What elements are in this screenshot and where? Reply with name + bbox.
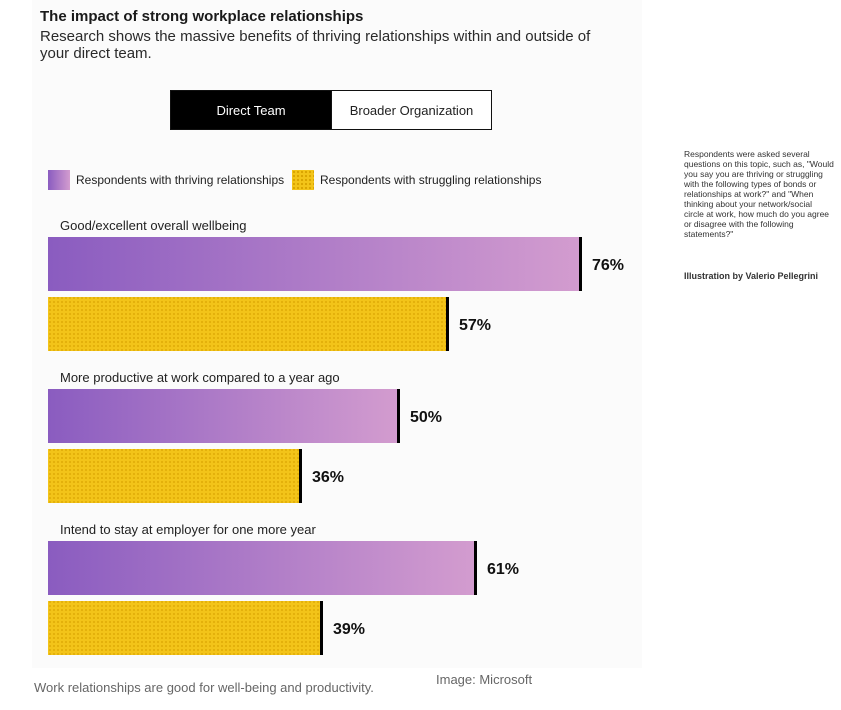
chart-title: The impact of strong workplace relations… bbox=[40, 8, 364, 25]
data-label: 36% bbox=[312, 469, 344, 486]
bar-struggling bbox=[48, 601, 321, 655]
bar-end-marker bbox=[474, 541, 477, 595]
image-caption: Work relationships are good for well-bei… bbox=[34, 680, 374, 695]
bar-end-marker bbox=[320, 601, 323, 655]
data-label: 61% bbox=[487, 561, 519, 578]
data-label: 57% bbox=[459, 317, 491, 334]
bar-struggling bbox=[48, 449, 300, 503]
legend-swatch-thriving bbox=[48, 170, 70, 190]
bar-thriving bbox=[48, 237, 580, 291]
data-label: 39% bbox=[333, 621, 365, 638]
chart-subtitle: Research shows the massive benefits of t… bbox=[40, 28, 591, 62]
image-source: Image: Microsoft bbox=[436, 672, 533, 687]
bar-thriving bbox=[48, 389, 398, 443]
legend-label-struggling: Respondents with struggling relationship… bbox=[320, 173, 542, 187]
bar-end-marker bbox=[446, 297, 449, 351]
tab-broader-organization[interactable]: Broader Organization bbox=[331, 91, 491, 129]
data-label: 50% bbox=[410, 409, 442, 426]
legend-item-struggling: Respondents with struggling relationship… bbox=[292, 170, 541, 190]
category-label: More productive at work compared to a ye… bbox=[60, 370, 340, 385]
bar-end-marker bbox=[397, 389, 400, 443]
legend-swatch-struggling bbox=[292, 170, 314, 190]
bar-end-marker bbox=[299, 449, 302, 503]
legend-label-thriving: Respondents with thriving relationships bbox=[76, 173, 285, 187]
category-label: Intend to stay at employer for one more … bbox=[60, 522, 316, 537]
bar-struggling bbox=[48, 297, 447, 351]
view-toggle: Direct Team Broader Organization bbox=[170, 90, 492, 130]
bar-thriving bbox=[48, 541, 475, 595]
methodology-note: Respondents were asked several questions… bbox=[684, 149, 834, 239]
category-label: Good/excellent overall wellbeing bbox=[60, 218, 246, 233]
data-label: 76% bbox=[592, 257, 624, 274]
legend-item-thriving: Respondents with thriving relationships bbox=[48, 170, 284, 190]
tab-direct-team[interactable]: Direct Team bbox=[171, 91, 331, 129]
illustration-credit: Illustration by Valerio Pellegrini bbox=[684, 271, 819, 281]
bar-end-marker bbox=[579, 237, 582, 291]
